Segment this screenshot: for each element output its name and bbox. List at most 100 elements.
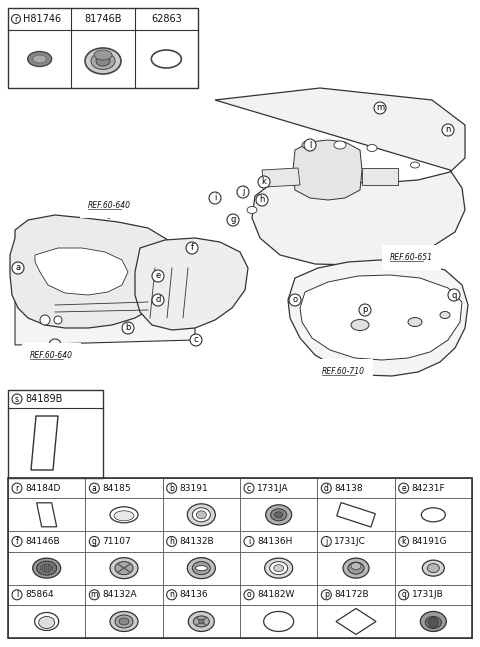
Ellipse shape [33,55,47,63]
Text: b: b [169,484,174,492]
Circle shape [186,242,198,254]
Text: 1731JB: 1731JB [412,590,444,599]
Text: a: a [15,263,21,272]
Circle shape [442,124,454,136]
Circle shape [256,194,268,206]
Circle shape [190,334,202,346]
Polygon shape [362,168,398,185]
Circle shape [244,483,254,493]
Ellipse shape [351,563,361,569]
Text: p: p [324,590,329,599]
Ellipse shape [36,561,57,575]
Text: d: d [156,296,161,305]
Ellipse shape [110,611,138,631]
Text: m: m [91,590,98,599]
Circle shape [12,483,22,493]
Polygon shape [35,248,128,295]
Text: s: s [15,395,19,404]
Polygon shape [300,275,462,360]
Ellipse shape [425,617,441,628]
Text: l: l [16,590,18,599]
Ellipse shape [348,562,364,574]
Text: REF.60-640: REF.60-640 [88,201,131,210]
Circle shape [321,590,331,600]
Text: j: j [325,537,327,546]
Ellipse shape [421,508,445,521]
Circle shape [89,536,99,547]
Ellipse shape [422,560,444,576]
Ellipse shape [351,320,369,331]
Polygon shape [262,168,300,187]
Text: 84172B: 84172B [335,590,369,599]
Text: f: f [16,537,18,546]
Text: 84182W: 84182W [257,590,294,599]
Polygon shape [336,608,376,635]
Ellipse shape [39,617,55,628]
Text: c: c [247,484,251,492]
Text: o: o [292,296,298,305]
Ellipse shape [33,558,60,578]
Ellipse shape [110,558,138,578]
Text: e: e [156,272,161,281]
Text: 81746B: 81746B [84,14,122,24]
Circle shape [12,536,22,547]
Circle shape [227,214,239,226]
Ellipse shape [188,611,215,631]
Ellipse shape [410,162,420,168]
Polygon shape [10,215,178,328]
Ellipse shape [187,558,216,578]
Circle shape [448,289,460,301]
Ellipse shape [302,141,314,149]
FancyBboxPatch shape [8,8,198,88]
Text: 84184D: 84184D [25,484,60,492]
Text: k: k [401,537,406,546]
Ellipse shape [440,311,450,318]
Text: h: h [169,537,174,546]
Circle shape [408,246,420,258]
Text: 1731JC: 1731JC [335,537,366,546]
Text: REF.60-651: REF.60-651 [390,253,433,262]
Ellipse shape [196,510,206,519]
Ellipse shape [41,564,53,572]
Text: b: b [125,324,131,333]
Text: h: h [259,195,264,204]
Circle shape [428,617,438,628]
Ellipse shape [247,206,257,214]
Ellipse shape [264,558,293,578]
Circle shape [167,483,177,493]
Circle shape [152,270,164,282]
Ellipse shape [28,52,52,67]
Ellipse shape [420,611,446,631]
Circle shape [244,536,254,547]
Text: 84132B: 84132B [180,537,214,546]
Text: q: q [401,590,406,599]
Ellipse shape [271,509,287,521]
Text: r: r [412,248,416,256]
Circle shape [304,139,316,151]
Ellipse shape [275,512,283,518]
Ellipse shape [187,504,216,526]
Text: REF.60-710: REF.60-710 [322,367,365,376]
Ellipse shape [193,616,209,627]
Text: q: q [451,291,456,300]
Text: r: r [14,14,18,23]
Ellipse shape [195,565,207,571]
Circle shape [321,483,331,493]
Circle shape [167,590,177,600]
Ellipse shape [110,507,138,523]
Text: 84146B: 84146B [25,537,60,546]
Ellipse shape [274,565,284,572]
Circle shape [152,294,164,306]
Text: m: m [376,104,384,113]
Text: n: n [445,126,451,135]
Circle shape [209,192,221,204]
Polygon shape [36,503,57,527]
Circle shape [12,394,22,404]
Circle shape [12,14,21,23]
Text: 62863: 62863 [151,14,182,24]
Ellipse shape [192,562,210,575]
Ellipse shape [408,318,422,327]
Text: r: r [15,484,19,492]
Polygon shape [31,416,58,470]
Text: 85864: 85864 [25,590,54,599]
